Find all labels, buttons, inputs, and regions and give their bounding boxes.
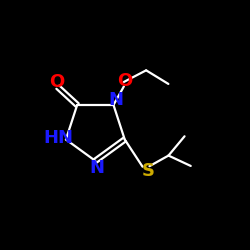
Text: O: O xyxy=(118,72,133,90)
Text: N: N xyxy=(108,91,123,109)
Text: HN: HN xyxy=(43,129,73,147)
Text: S: S xyxy=(142,162,154,180)
Text: N: N xyxy=(89,159,104,177)
Text: O: O xyxy=(49,73,64,91)
